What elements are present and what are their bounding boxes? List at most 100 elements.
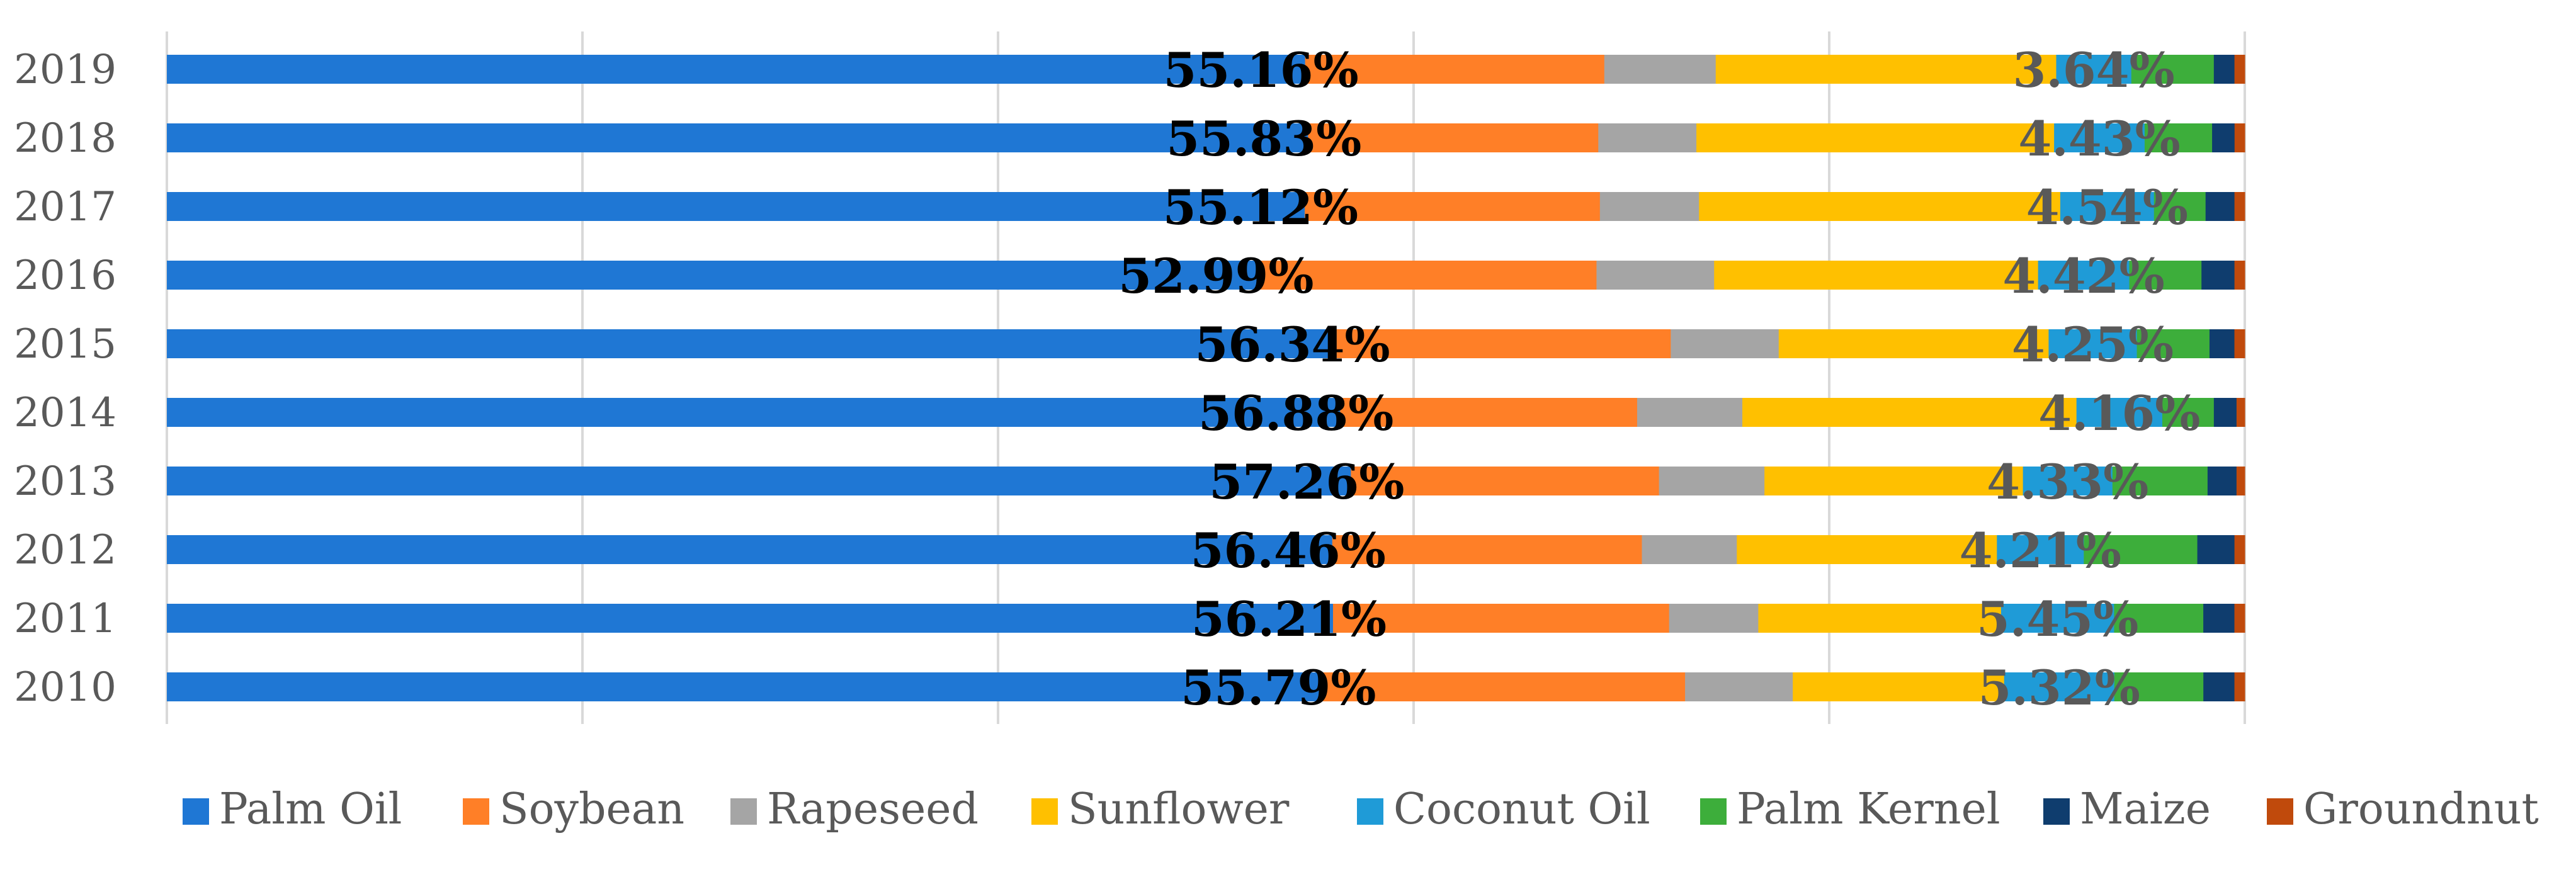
legend-swatch <box>1700 798 1727 825</box>
bar-palm-kernel-2016 <box>2129 261 2202 290</box>
bar-sunflower-2012 <box>1737 535 1997 564</box>
legend-label: Palm Oil <box>219 784 402 834</box>
bars <box>167 55 2245 701</box>
y-tick-label: 2014 <box>14 390 116 436</box>
bar-coconut-oil-2014 <box>2076 398 2163 427</box>
legend-label: Coconut Oil <box>1393 784 1650 834</box>
data-label: 5.45% <box>1977 591 2138 647</box>
bar-coconut-oil-2018 <box>2054 123 2145 152</box>
bar-groundnut-2015 <box>2234 329 2245 358</box>
bar-palm-kernel-2019 <box>2131 55 2215 84</box>
bar-groundnut-2016 <box>2234 261 2245 290</box>
data-label: 4.33% <box>1987 454 2148 510</box>
data-label: 55.16% <box>1164 42 1359 98</box>
bar-groundnut-2017 <box>2234 192 2245 221</box>
bar-coconut-oil-2012 <box>1997 535 2084 564</box>
bar-soybean-2011 <box>1332 604 1670 633</box>
bar-sunflower-2014 <box>1742 398 2077 427</box>
bar-maize-2017 <box>2205 192 2235 221</box>
bar-sunflower-2011 <box>1758 604 2002 633</box>
bar-maize-2016 <box>2201 261 2235 290</box>
legend-swatch <box>2267 798 2293 825</box>
data-label: 4.42% <box>2002 248 2164 304</box>
bar-maize-2014 <box>2213 398 2237 427</box>
data-label: 55.12% <box>1163 179 1358 235</box>
bar-sunflower-2019 <box>1715 55 2057 84</box>
bar-palm-oil-2013 <box>167 467 1351 495</box>
bar-groundnut-2018 <box>2234 123 2245 152</box>
legend-label: Groundnut <box>2303 784 2539 834</box>
data-label: 4.16% <box>2038 385 2200 441</box>
legend-swatch <box>463 798 489 825</box>
bar-sunflower-2015 <box>1778 329 2049 358</box>
data-label: 56.88% <box>1198 385 1393 441</box>
bar-maize-2015 <box>2209 329 2235 358</box>
bar-coconut-oil-2015 <box>2048 329 2138 358</box>
bar-soybean-2019 <box>1305 55 1605 84</box>
bar-soybean-2018 <box>1308 123 1599 152</box>
y-tick-label: 2017 <box>14 184 116 230</box>
data-label: 4.21% <box>1960 523 2121 579</box>
bar-sunflower-2013 <box>1764 467 2024 495</box>
y-tick-label: 2016 <box>14 252 116 299</box>
bar-palm-oil-2012 <box>167 535 1333 564</box>
bar-rapeseed-2011 <box>1669 604 1759 633</box>
bar-palm-kernel-2011 <box>2114 604 2204 633</box>
bar-coconut-oil-2013 <box>2023 467 2113 495</box>
bar-palm-oil-2017 <box>167 192 1305 221</box>
data-label: 5.32% <box>1978 660 2140 716</box>
bar-rapeseed-2019 <box>1604 55 1716 84</box>
y-tick-label: 2013 <box>14 458 116 505</box>
bar-soybean-2017 <box>1305 192 1601 221</box>
data-label: 52.99% <box>1118 248 1314 304</box>
bar-sunflower-2018 <box>1696 123 2055 152</box>
data-label: 56.34% <box>1194 317 1390 373</box>
legend-label: Maize <box>2080 784 2211 834</box>
data-label: 57.26% <box>1209 454 1404 510</box>
bar-coconut-oil-2017 <box>2060 192 2155 221</box>
bar-coconut-oil-2016 <box>2038 261 2130 290</box>
y-tick-label: 2019 <box>14 47 116 93</box>
bar-palm-oil-2019 <box>167 55 1306 84</box>
data-label: 55.79% <box>1181 660 1376 716</box>
legend-swatch <box>183 798 209 825</box>
y-tick-label: 2012 <box>14 527 116 574</box>
data-label: 3.64% <box>2012 42 2174 98</box>
bar-rapeseed-2013 <box>1659 467 1765 495</box>
bar-palm-kernel-2017 <box>2153 192 2206 221</box>
bar-palm-oil-2014 <box>167 398 1341 427</box>
bar-palm-kernel-2012 <box>2084 535 2198 564</box>
bar-rapeseed-2015 <box>1671 329 1779 358</box>
bar-soybean-2010 <box>1322 672 1686 701</box>
bar-maize-2013 <box>2207 467 2237 495</box>
data-label: 55.83% <box>1166 111 1361 167</box>
data-label: 4.25% <box>2012 317 2174 373</box>
bar-sunflower-2010 <box>1793 672 2005 701</box>
bar-soybean-2014 <box>1340 398 1638 427</box>
data-label: 56.21% <box>1191 591 1387 647</box>
bar-groundnut-2014 <box>2236 398 2245 427</box>
bar-coconut-oil-2010 <box>2004 672 2115 701</box>
y-tick-labels: 2019 2018 2017 2016 2015 2014 2013 2012 2011 2010 <box>14 47 116 711</box>
legend-swatch <box>730 798 757 825</box>
legend-label: Sunflower <box>1068 784 1290 834</box>
bar-maize-2011 <box>2203 604 2235 633</box>
bar-palm-kernel-2010 <box>2114 672 2204 701</box>
bar-groundnut-2010 <box>2234 672 2245 701</box>
bar-maize-2019 <box>2213 55 2235 84</box>
bar-rapeseed-2017 <box>1599 192 1699 221</box>
data-labels: 55.16% 3.64% 55.83% 4.43% 55.12% 4.54% 52.99% 4… <box>1118 42 2200 716</box>
bar-palm-oil-2015 <box>167 329 1337 358</box>
bar-palm-oil-2016 <box>167 261 1261 290</box>
bar-soybean-2016 <box>1260 261 1597 290</box>
legend-label: Rapeseed <box>767 784 979 834</box>
bar-rapeseed-2012 <box>1642 535 1737 564</box>
bar-soybean-2012 <box>1332 535 1642 564</box>
data-label: 4.43% <box>2018 111 2180 167</box>
legend-swatch <box>1357 798 1383 825</box>
data-label: 56.46% <box>1191 523 1386 579</box>
bar-palm-kernel-2015 <box>2136 329 2210 358</box>
bar-rapeseed-2010 <box>1685 672 1793 701</box>
bar-palm-oil-2011 <box>167 604 1334 633</box>
